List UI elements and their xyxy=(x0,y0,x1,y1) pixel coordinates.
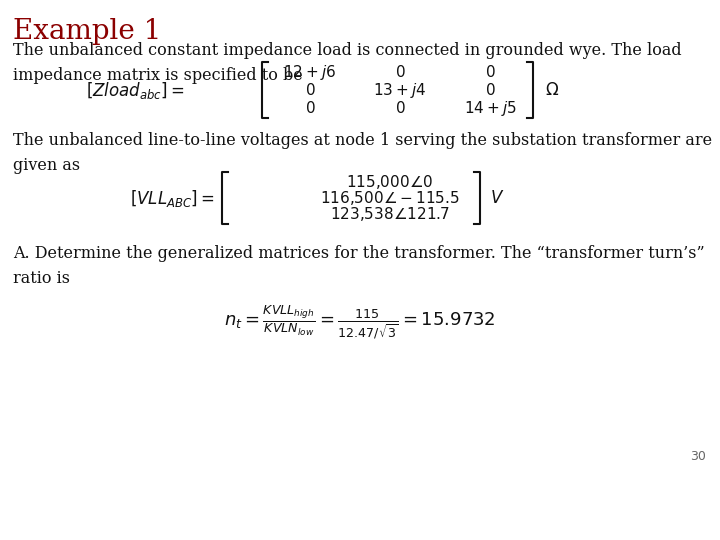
Text: $[VLL_{ABC}]=$: $[VLL_{ABC}]=$ xyxy=(130,188,215,209)
Text: A. Determine the generalized matrices for the transformer. The “transformer turn: A. Determine the generalized matrices fo… xyxy=(13,245,705,287)
Text: $0$: $0$ xyxy=(395,100,405,116)
Text: $14+j5$: $14+j5$ xyxy=(464,99,516,118)
Text: Example 1: Example 1 xyxy=(13,18,161,45)
Text: The unbalanced line-to-line voltages at node 1 serving the substation transforme: The unbalanced line-to-line voltages at … xyxy=(13,132,712,174)
Text: $13+j4$: $13+j4$ xyxy=(374,80,426,99)
Text: $0$: $0$ xyxy=(305,100,315,116)
Text: IOWA STATE UNIVERSITY: IOWA STATE UNIVERSITY xyxy=(16,502,261,519)
Text: $116{,}500\angle -115.5$: $116{,}500\angle -115.5$ xyxy=(320,189,460,207)
Text: $0$: $0$ xyxy=(395,64,405,80)
Text: $V$: $V$ xyxy=(490,190,504,207)
Text: $123{,}538\angle 121.7$: $123{,}538\angle 121.7$ xyxy=(330,205,450,223)
Text: $\Omega$: $\Omega$ xyxy=(545,82,559,99)
Text: 30: 30 xyxy=(690,450,706,463)
Text: $0$: $0$ xyxy=(485,82,495,98)
Text: $n_t = \frac{KVLL_{high}}{KVLN_{low}} = \frac{115}{12.47/\sqrt{3}} = 15.9732$: $n_t = \frac{KVLL_{high}}{KVLN_{low}} = … xyxy=(224,303,496,342)
Text: $0$: $0$ xyxy=(305,82,315,98)
Text: ECpE Department: ECpE Department xyxy=(550,502,704,519)
Text: $12+j6$: $12+j6$ xyxy=(284,63,336,82)
Text: $[Zload_{abc}]=$: $[Zload_{abc}]=$ xyxy=(86,79,185,100)
Text: The unbalanced constant impedance load is connected in grounded wye. The load
im: The unbalanced constant impedance load i… xyxy=(13,42,682,84)
Text: $0$: $0$ xyxy=(485,64,495,80)
Text: $115{,}000\angle 0$: $115{,}000\angle 0$ xyxy=(346,173,433,191)
